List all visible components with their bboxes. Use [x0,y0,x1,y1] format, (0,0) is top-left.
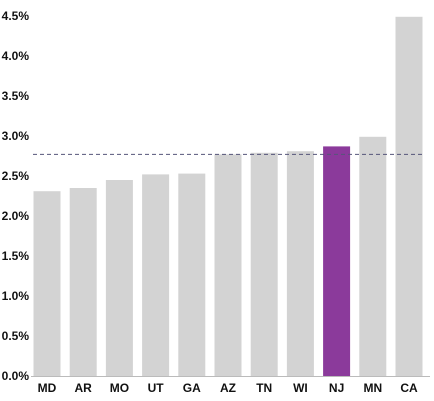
bar-ut [142,174,170,376]
bar-ar [69,188,97,376]
bars [33,16,423,377]
y-axis: 0.0% 0.5% 1.0% 1.5% 2.0% 2.5% 3.0% 3.5% 4.0% 4.5% [2,9,30,383]
y-tick-label: 1.0% [2,289,30,303]
y-tick-label: 0.5% [2,329,30,343]
y-tick-label: 3.0% [2,129,30,143]
y-tick-label: 4.5% [2,9,30,23]
x-tick-label: AR [75,381,93,395]
x-tick-label: CA [400,381,418,395]
x-axis: MD AR MO UT GA AZ TN WI NJ MN CA [31,376,430,395]
bar-ca [395,16,423,377]
y-tick-label: 4.0% [2,49,30,63]
x-tick-label: UT [148,381,165,395]
bar-wi [286,151,314,376]
x-tick-label: MN [363,381,382,395]
x-tick-label: GA [183,381,201,395]
x-tick-label: MD [38,381,57,395]
y-tick-label: 0.0% [2,369,30,383]
y-tick-label: 2.5% [2,169,30,183]
x-tick-label: NJ [329,381,344,395]
y-tick-label: 3.5% [2,89,30,103]
x-tick-label: AZ [220,381,236,395]
bar-ga [178,173,206,376]
bar-az [214,154,242,376]
bar-tn [250,152,278,376]
x-tick-label: WI [293,381,308,395]
x-tick-label: MO [110,381,129,395]
bar-md [33,191,61,376]
bar-mo [105,180,133,376]
y-tick-label: 2.0% [2,209,30,223]
bar-mn [359,136,387,376]
x-tick-label: TN [256,381,272,395]
y-tick-label: 1.5% [2,249,30,263]
bar-nj [323,146,351,376]
